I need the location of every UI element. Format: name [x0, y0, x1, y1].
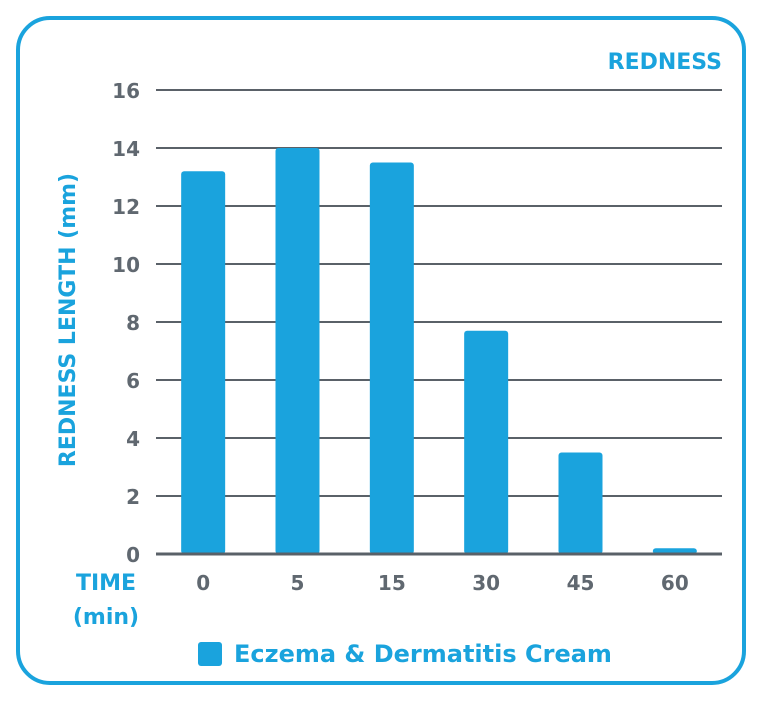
bar: [369, 162, 414, 554]
x-axis-ticks: 0 5 15 30 45 60: [196, 571, 689, 595]
x-tick-label: 60: [661, 571, 689, 595]
y-axis-ticks: 0 2 4 6 8 10 12 14 16: [112, 79, 140, 567]
y-tick-label: 16: [112, 79, 140, 103]
gridlines: [156, 89, 722, 497]
chart-title: REDNESS: [608, 50, 722, 75]
legend-label: Eczema & Dermatitis Cream: [234, 640, 612, 668]
y-tick-label: 14: [112, 137, 140, 161]
chart-card: [16, 16, 746, 685]
x-axis-label-line2: (min): [73, 605, 139, 630]
y-axis-label: REDNESS LENGTH (mm): [56, 173, 81, 467]
x-tick-label: 30: [472, 571, 500, 595]
y-tick-label: 2: [126, 485, 140, 509]
x-tick-label: 0: [196, 571, 210, 595]
x-tick-label: 5: [291, 571, 305, 595]
bar: [181, 171, 226, 554]
y-tick-label: 12: [112, 195, 140, 219]
x-tick-label: 45: [567, 571, 595, 595]
legend-swatch: [198, 642, 222, 666]
bar: [275, 148, 320, 554]
bars: [181, 148, 697, 554]
y-tick-label: 10: [112, 253, 140, 277]
x-tick-label: 15: [378, 571, 406, 595]
y-tick-label: 4: [126, 427, 140, 451]
y-tick-label: 0: [126, 543, 140, 567]
y-tick-label: 6: [126, 369, 140, 393]
bar: [464, 330, 509, 554]
y-tick-label: 8: [126, 311, 140, 335]
x-axis-label-line1: TIME: [76, 571, 136, 596]
legend: Eczema & Dermatitis Cream: [198, 640, 612, 668]
bar: [558, 452, 603, 554]
